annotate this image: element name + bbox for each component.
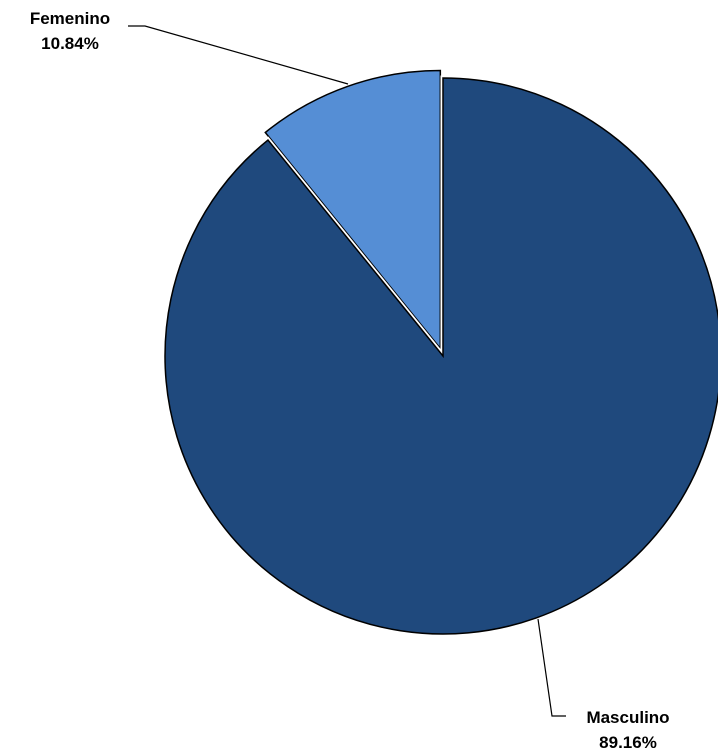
pie-slice-femenino <box>264 69 442 351</box>
slice-name-masculino: Masculino <box>586 708 669 727</box>
slice-name-femenino: Femenino <box>30 9 110 28</box>
leader-line-masculino <box>537 618 566 717</box>
slice-value-femenino: 10.84% <box>41 34 99 53</box>
pie-slice-masculino <box>164 77 718 635</box>
slices-group <box>162 67 718 637</box>
slice-value-masculino: 89.16% <box>599 733 657 752</box>
leader-line-femenino <box>128 25 349 85</box>
